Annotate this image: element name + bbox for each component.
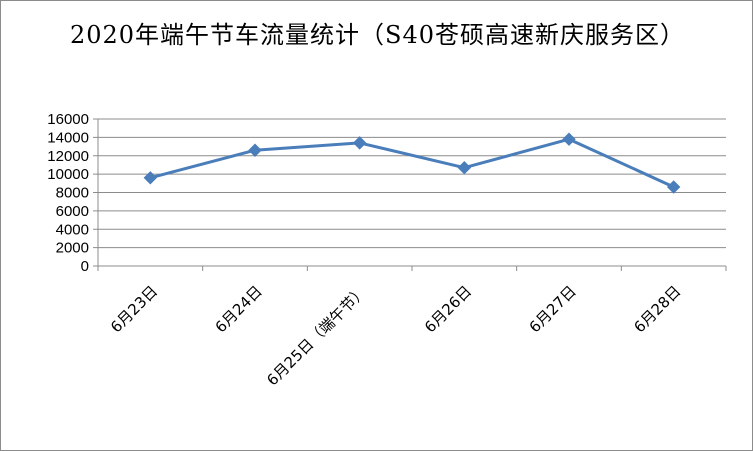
x-tick-label: 6月28日 (630, 282, 684, 336)
data-point-marker (562, 132, 576, 146)
data-point-marker (457, 160, 472, 175)
data-point-marker (666, 180, 681, 194)
gridlines (98, 118, 726, 249)
data-point-marker (248, 143, 262, 157)
y-tick-label: 4000 (56, 221, 89, 238)
x-tick-label: 6月24日 (212, 282, 266, 336)
chart-title: 2020年端午节车流量统计（S40苍硕高速新庆服务区） (69, 21, 686, 49)
series (143, 132, 681, 194)
axes (93, 118, 727, 271)
data-point-marker (352, 136, 367, 150)
y-tick-label: 16000 (47, 111, 89, 128)
y-tick-label: 8000 (56, 185, 89, 202)
y-tick-label: 12000 (47, 148, 89, 165)
data-point-marker (143, 171, 158, 185)
y-tick-label: 14000 (47, 129, 89, 146)
x-tick-label: 6月27日 (526, 282, 580, 336)
y-tick-label: 0 (81, 258, 89, 275)
y-tick-label: 2000 (56, 240, 89, 257)
y-tick-label: 10000 (47, 166, 89, 183)
x-tick-label: 6月23日 (107, 282, 161, 336)
y-tick-label: 6000 (56, 203, 89, 220)
x-tick-label: 6月26日 (421, 282, 475, 336)
series-line (149, 137, 675, 189)
x-tick-label: 6月25日（端午节） (263, 282, 370, 389)
